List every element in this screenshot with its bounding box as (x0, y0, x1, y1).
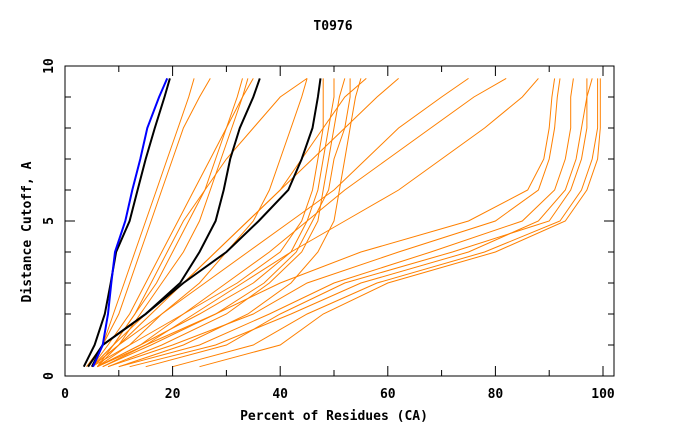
model-curve-1 (118, 78, 574, 368)
highlight-curve-2 (91, 78, 322, 368)
tick-layer (65, 66, 614, 376)
model-curve-12 (97, 77, 507, 368)
y-tick-label: 0 (42, 372, 57, 380)
model-curve-20 (96, 77, 308, 367)
y-tick-labels: 0 5 10 (42, 58, 57, 380)
x-tick-label: 40 (272, 387, 288, 402)
model-curve-22 (91, 78, 367, 368)
model-curve-19 (91, 78, 211, 367)
y-tick-label: 10 (42, 58, 57, 74)
plot-frame (64, 65, 615, 377)
x-tick-label: 60 (380, 387, 396, 402)
model-curve-23 (97, 78, 308, 368)
y-tick-label: 5 (42, 217, 57, 225)
model-curve-5 (129, 78, 593, 368)
x-axis-label: Percent of Residues (CA) (240, 409, 428, 424)
y-axis-label: Distance Cutoff, A (20, 161, 35, 302)
x-tick-label: 20 (165, 387, 181, 402)
model-curve-16 (91, 78, 254, 367)
model-curve-18 (96, 78, 249, 368)
model-curve-8 (107, 78, 346, 368)
highlight-curve-0 (82, 78, 171, 368)
model-curve-15 (91, 78, 399, 368)
x-tick-labels: 0 20 40 60 80 100 (61, 387, 615, 402)
model-curve-6 (199, 78, 601, 368)
x-tick-label: 80 (488, 387, 504, 402)
model-curve-13 (91, 77, 469, 368)
model-curve-11 (102, 78, 351, 368)
model-curve-14 (102, 78, 539, 368)
model-curve-10 (118, 78, 362, 368)
model-curve-2 (145, 78, 588, 368)
x-tick-label: 0 (61, 387, 69, 402)
chart-title: T0976 (313, 19, 352, 34)
model-curve-4 (97, 78, 556, 368)
series-layer (82, 77, 601, 368)
model-curve-9 (91, 78, 324, 368)
model-curve-3 (172, 78, 599, 368)
x-tick-label: 100 (591, 387, 615, 402)
highlight-curve-3 (92, 78, 169, 368)
model-curve-21 (86, 78, 195, 367)
